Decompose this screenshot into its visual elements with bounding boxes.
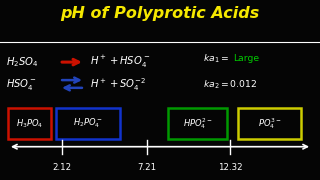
Text: 7.21: 7.21 <box>138 163 157 172</box>
Bar <box>238 108 301 139</box>
Text: 2.12: 2.12 <box>53 163 72 172</box>
Text: $H_2SO_4$: $H_2SO_4$ <box>6 55 39 69</box>
Text: $H_2PO_4^-$: $H_2PO_4^-$ <box>73 117 103 130</box>
Text: $HPO_4^{2-}$: $HPO_4^{2-}$ <box>183 116 212 131</box>
Bar <box>168 108 227 139</box>
Text: $HSO_4^-$: $HSO_4^-$ <box>6 77 37 92</box>
Text: pH of Polyprotic Acids: pH of Polyprotic Acids <box>60 6 260 21</box>
Text: $ka_2 = 0.012$: $ka_2 = 0.012$ <box>203 78 258 91</box>
Bar <box>56 108 120 139</box>
Text: $H^+ + HSO_4^-$: $H^+ + HSO_4^-$ <box>90 54 150 70</box>
Text: $PO_4^{3-}$: $PO_4^{3-}$ <box>258 116 281 131</box>
Text: 12.32: 12.32 <box>218 163 243 172</box>
Text: Large: Large <box>234 54 260 63</box>
Text: $H_3PO_4$: $H_3PO_4$ <box>16 117 43 130</box>
Bar <box>8 108 51 139</box>
Text: $H^+ + SO_4^{-2}$: $H^+ + SO_4^{-2}$ <box>90 76 146 93</box>
Text: $ka_1=$: $ka_1=$ <box>203 52 229 65</box>
